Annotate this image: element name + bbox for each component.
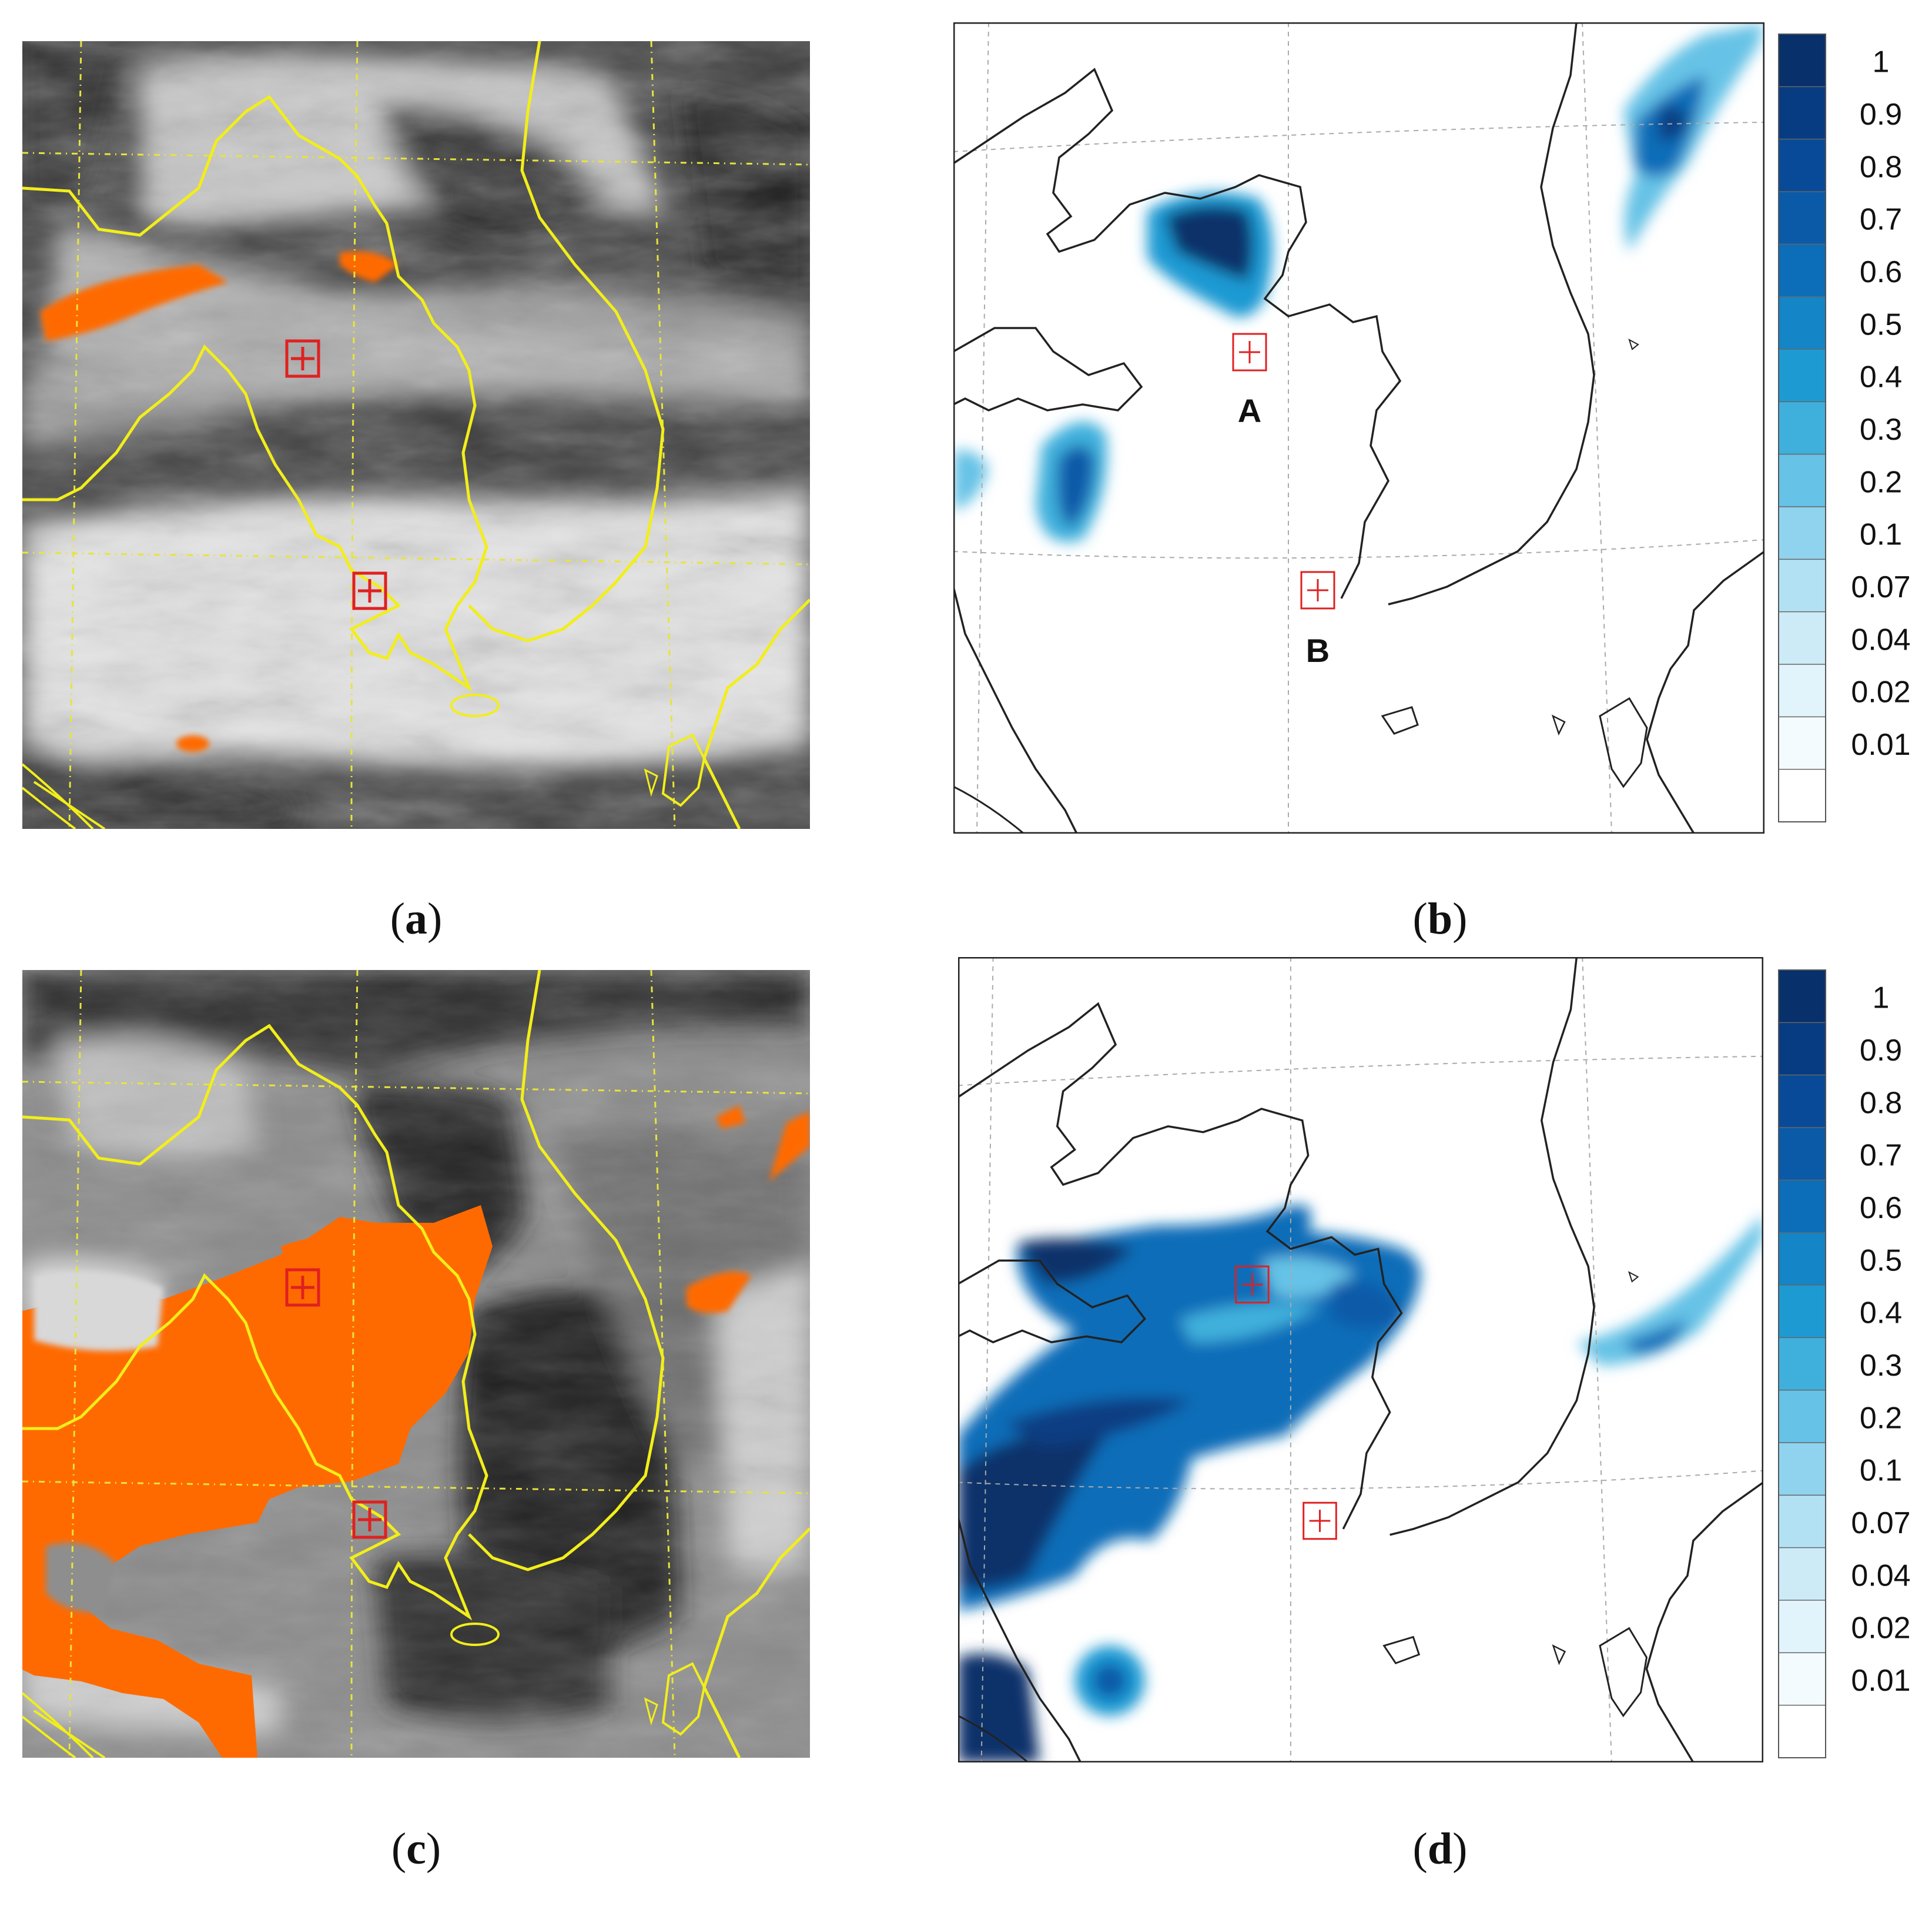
colorbar-level-label: 0.9 (1860, 98, 1902, 132)
colorbar-level-label: 0.9 (1860, 1033, 1902, 1068)
colorbar-level-label: 0.02 (1851, 675, 1910, 710)
colorbar-level-label: 0.2 (1860, 1401, 1902, 1435)
colorbar-band (1779, 1075, 1826, 1128)
marker-label-B: B (1306, 632, 1330, 669)
colorbar-level-label: 0.6 (1860, 255, 1902, 289)
colorbar-band (1779, 34, 1826, 87)
colorbar-band (1779, 1600, 1826, 1653)
colorbar-top: 1 0.9 0.8 0.7 0.6 0.5 0.4 0.3 0.2 0.1 0.07 0.04 0.02… (1775, 28, 1916, 828)
colorbar-level-label: 0.01 (1851, 728, 1910, 762)
colorbar-level-label: 0.8 (1860, 1086, 1902, 1120)
colorbar-level-label: 0.7 (1860, 203, 1902, 237)
colorbar-band (1779, 1232, 1826, 1286)
colorbar-band (1779, 1443, 1826, 1496)
colorbar-level-label: 0.3 (1860, 1349, 1902, 1383)
colorbar-level-label: 1 (1873, 45, 1890, 79)
colorbar-band (1779, 1022, 1826, 1076)
marker-B (1300, 571, 1335, 610)
colorbar-level-label: 0.4 (1860, 360, 1902, 394)
marker-A (1232, 333, 1267, 372)
colorbar-band (1779, 192, 1826, 245)
caption-c: (c) (391, 1824, 441, 1874)
colorbar-band (1779, 970, 1826, 1023)
colorbar-level-label: 0.8 (1860, 150, 1902, 184)
colorbar-level-label: 0.1 (1860, 1454, 1902, 1488)
colorbar-band (1779, 402, 1826, 455)
marker-lower (352, 1500, 387, 1539)
colorbar-band (1779, 1390, 1826, 1443)
colorbar-band (1779, 559, 1826, 613)
panel-a-satellite-image (22, 41, 810, 829)
colorbar-band (1779, 349, 1826, 402)
colorbar-band (1779, 611, 1826, 665)
marker-label-A: A (1238, 392, 1261, 429)
colorbar-band (1779, 717, 1826, 770)
colorbar-frame (1778, 34, 1826, 822)
colorbar-band (1779, 244, 1826, 297)
colorbar-level-label: 0.5 (1860, 307, 1902, 342)
colorbar-band (1779, 86, 1826, 140)
caption-a: (a) (390, 894, 443, 944)
colorbar-level-label: 0.4 (1860, 1296, 1902, 1330)
colorbar-band (1779, 1180, 1826, 1233)
colorbar-level-label: 0.02 (1851, 1611, 1910, 1645)
colorbar-band (1779, 664, 1826, 717)
panel-b-model-map: A B (953, 22, 1764, 834)
colorbar-band (1779, 1128, 1826, 1180)
colorbar-level-label: 0.3 (1860, 413, 1902, 447)
caption-b: (b) (1412, 894, 1468, 944)
colorbar-band (1779, 296, 1826, 350)
colorbar-band (1779, 1337, 1826, 1391)
colorbar-level-label: 0.5 (1860, 1243, 1902, 1277)
caption-d: (d) (1412, 1824, 1468, 1874)
colorbar-level-label: 0.04 (1851, 1558, 1910, 1593)
colorbar-level-label: 1 (1873, 981, 1890, 1015)
marker-lower (352, 571, 387, 610)
colorbar-band (1779, 1547, 1826, 1601)
colorbar-band (1779, 769, 1826, 822)
colorbar-level-label: 0.2 (1860, 465, 1902, 499)
colorbar-level-label: 0.04 (1851, 623, 1910, 657)
marker-upper (285, 339, 320, 378)
colorbar-level-label: 0.7 (1860, 1139, 1902, 1173)
colorbar-level-label: 0.6 (1860, 1191, 1902, 1225)
colorbar-band (1779, 454, 1826, 507)
marker-upper (285, 1268, 320, 1307)
colorbar-level-label: 0.01 (1851, 1664, 1910, 1698)
colorbar-band (1779, 139, 1826, 192)
marker-lower (1302, 1501, 1337, 1540)
colorbar-bottom: 1 0.9 0.8 0.7 0.6 0.5 0.4 0.3 0.2 0.1 0.07 0.04 0.02… (1775, 964, 1916, 1764)
colorbar-band (1779, 1285, 1826, 1338)
panel-c-satellite-image (22, 970, 810, 1758)
marker-upper (1235, 1265, 1270, 1304)
colorbar-band (1779, 507, 1826, 560)
colorbar-level-label: 0.07 (1851, 1506, 1910, 1540)
colorbar-level-label: 0.07 (1851, 570, 1910, 604)
panel-d-model-map (958, 957, 1763, 1762)
colorbar-frame (1778, 969, 1826, 1758)
colorbar-band (1779, 1653, 1826, 1706)
colorbar-level-label: 0.1 (1860, 518, 1902, 552)
colorbar-band (1779, 1705, 1826, 1758)
colorbar-band (1779, 1495, 1826, 1548)
